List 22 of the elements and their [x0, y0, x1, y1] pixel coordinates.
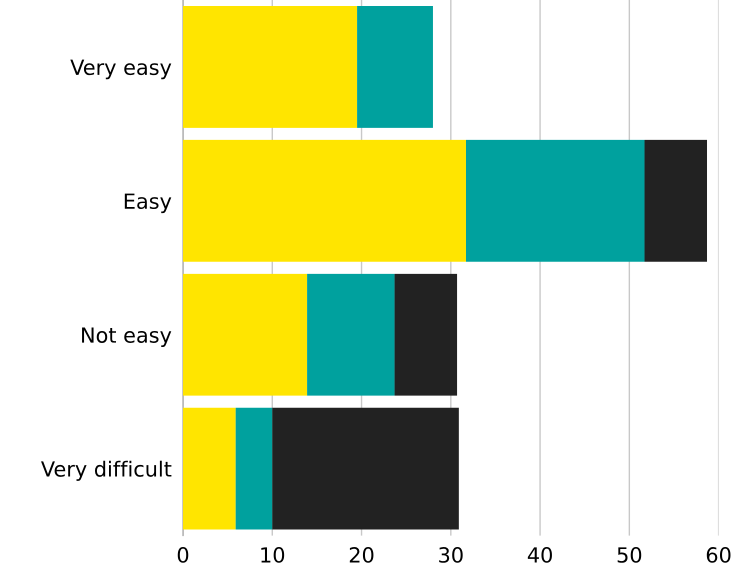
x-tick-label: 0 [178, 547, 188, 563]
bar [394, 274, 458, 396]
y-tick-label: Very difficult [41, 460, 172, 481]
bar [236, 408, 272, 530]
x-tick-label: 60 [706, 547, 730, 563]
x-tick-label: 50 [618, 547, 642, 563]
bar [183, 140, 466, 262]
bar [357, 6, 433, 128]
y-tick-label: Not easy [82, 327, 172, 347]
bar [183, 274, 308, 396]
bar [466, 140, 645, 262]
x-tick-label: 10 [261, 547, 284, 563]
y-tick-label: Easy [124, 194, 172, 214]
bar [272, 408, 459, 530]
bar [307, 274, 395, 396]
x-tick-label: 30 [439, 547, 463, 563]
y-tick-label: Very easy [70, 60, 172, 80]
bar [644, 140, 708, 262]
bar [183, 408, 236, 530]
bar [183, 6, 358, 128]
x-tick-label: 20 [350, 547, 374, 563]
x-tick-label: 40 [528, 547, 552, 563]
